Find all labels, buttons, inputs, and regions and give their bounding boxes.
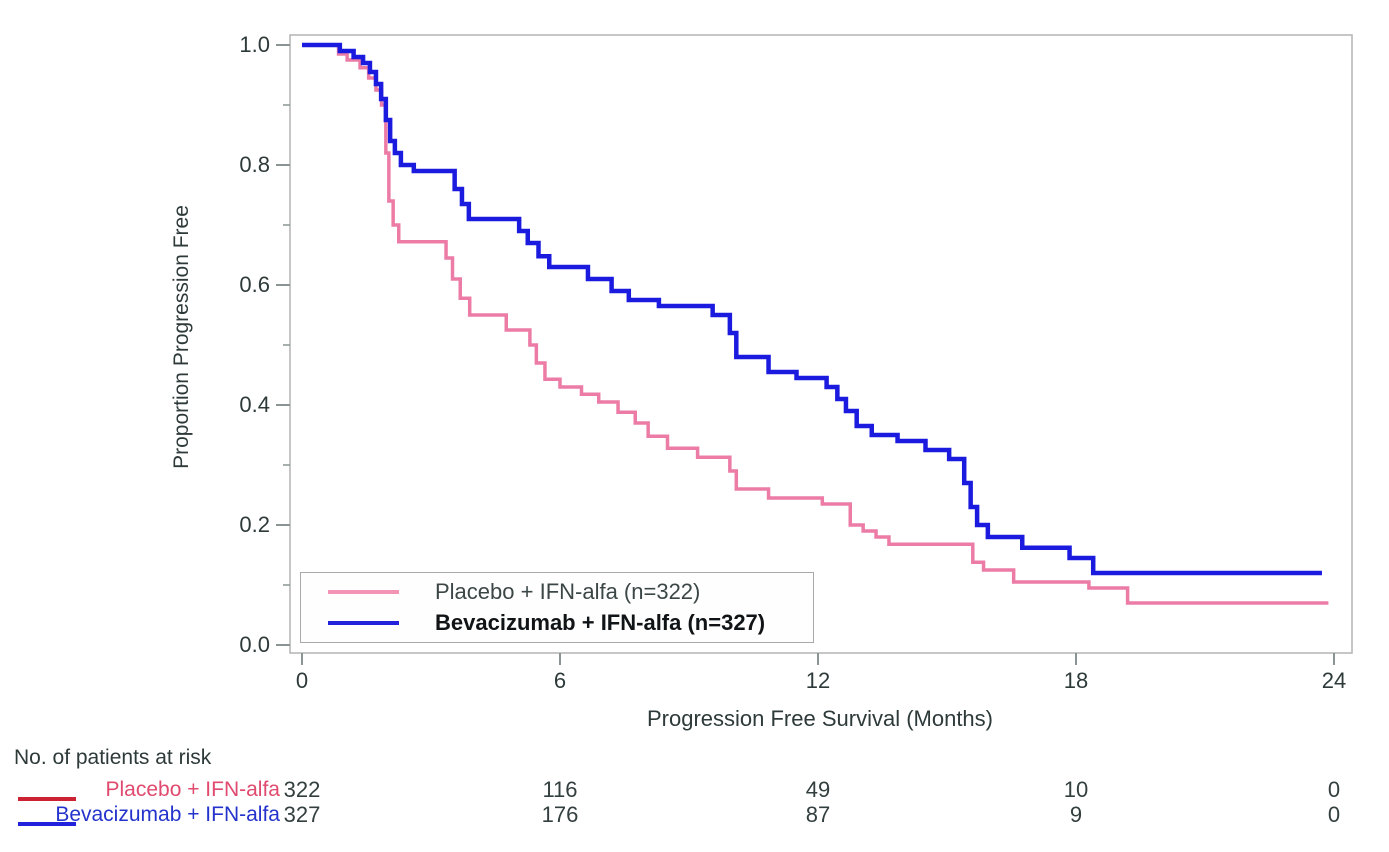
y-tick-label: 0.4 [239, 392, 270, 417]
risk-count: 10 [1063, 777, 1089, 802]
risk-label-placebo: Placebo + IFN-alfa [105, 778, 280, 801]
plot-frame [289, 34, 1353, 654]
x-tick-label: 0 [295, 668, 309, 693]
placebo-line-swatch [328, 589, 399, 594]
risk-table-title: No. of patients at risk [14, 746, 212, 769]
risk-count: 116 [542, 777, 578, 802]
y-tick-label: 0.8 [239, 152, 270, 177]
risk-count: 0 [1327, 777, 1341, 802]
risk-count: 87 [805, 802, 831, 827]
legend-row-placebo: Placebo + IFN-alfa (n=322) [301, 579, 813, 605]
x-tick-label: 6 [553, 668, 567, 693]
legend-row-bevacizumab: Bevacizumab + IFN-alfa (n=327) [301, 610, 813, 636]
risk-count: 0 [1327, 802, 1341, 827]
risk-count: 49 [805, 777, 831, 802]
bevacizumab-curve [302, 42, 1322, 576]
bevacizumab-risk-swatch [18, 822, 76, 826]
legend-label-bevacizumab: Bevacizumab + IFN-alfa (n=327) [435, 610, 766, 636]
bevacizumab-line-swatch [328, 621, 399, 626]
risk-count: 9 [1069, 802, 1083, 827]
y-tick-label: 0.6 [239, 272, 270, 297]
legend-box: Placebo + IFN-alfa (n=322) Bevacizumab +… [300, 572, 814, 643]
placebo-risk-swatch [18, 797, 76, 801]
legend-label-placebo: Placebo + IFN-alfa (n=322) [435, 578, 701, 604]
x-tick-label: 18 [1063, 668, 1089, 693]
x-axis-title: Progression Free Survival (Months) [646, 706, 993, 731]
y-tick-label: 1.0 [239, 32, 270, 57]
x-tick-label: 24 [1321, 668, 1347, 693]
y-tick-label: 0.2 [239, 512, 270, 537]
y-axis-title: Proportion Progression Free [170, 205, 193, 469]
risk-count: 176 [541, 802, 579, 827]
y-tick-label: 0.0 [239, 632, 270, 657]
risk-count: 327 [283, 802, 321, 827]
x-tick-label: 12 [805, 668, 831, 693]
risk-label-bevacizumab: Bevacizumab + IFN-alfa [55, 803, 280, 826]
risk-count: 322 [283, 777, 321, 802]
placebo-curve [302, 43, 1329, 605]
